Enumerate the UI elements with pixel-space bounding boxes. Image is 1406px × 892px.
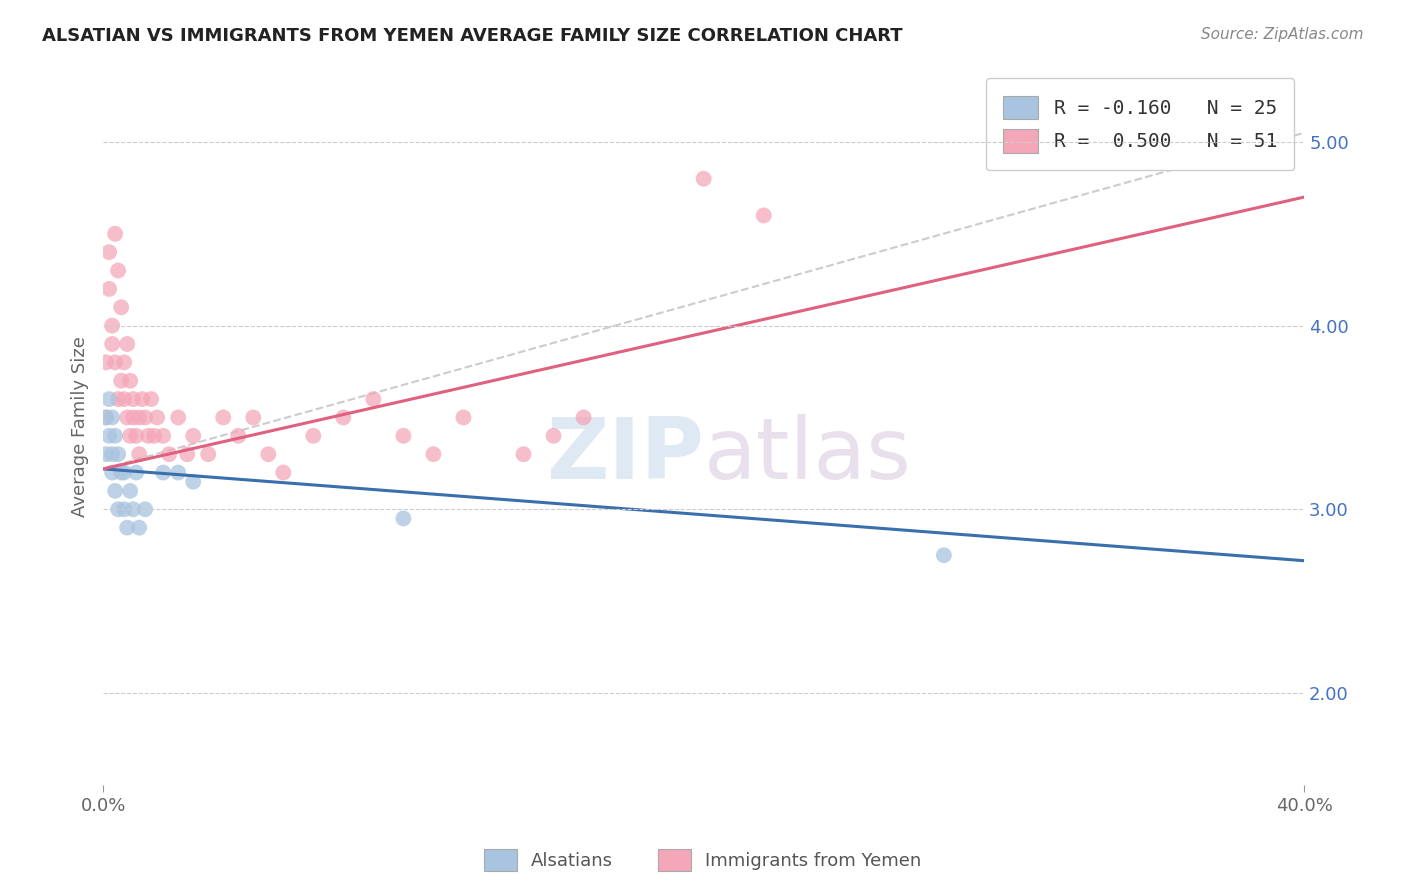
Point <box>752 209 775 223</box>
Point <box>122 392 145 406</box>
Point <box>94 355 117 369</box>
Point <box>107 447 129 461</box>
Point <box>212 410 235 425</box>
Point <box>125 466 148 480</box>
Point <box>104 483 127 498</box>
Point <box>134 410 156 425</box>
Point <box>125 429 148 443</box>
Point <box>422 447 444 461</box>
Text: ZIP: ZIP <box>546 414 703 497</box>
Legend: R = -0.160   N = 25, R =  0.500   N = 51: R = -0.160 N = 25, R = 0.500 N = 51 <box>986 78 1295 170</box>
Point <box>257 447 280 461</box>
Point <box>167 410 190 425</box>
Point <box>107 263 129 277</box>
Point <box>363 392 385 406</box>
Y-axis label: Average Family Size: Average Family Size <box>72 336 89 517</box>
Point <box>392 511 415 525</box>
Point <box>226 429 249 443</box>
Point <box>112 466 135 480</box>
Point <box>104 429 127 443</box>
Point <box>115 410 138 425</box>
Point <box>98 282 121 296</box>
Text: atlas: atlas <box>703 414 911 497</box>
Point <box>104 355 127 369</box>
Point <box>98 429 121 443</box>
Point <box>122 502 145 516</box>
Point <box>181 429 204 443</box>
Legend: Alsatians, Immigrants from Yemen: Alsatians, Immigrants from Yemen <box>477 842 929 879</box>
Point <box>932 548 955 562</box>
Point <box>110 466 132 480</box>
Point <box>152 429 174 443</box>
Point <box>128 447 150 461</box>
Point <box>572 410 595 425</box>
Point <box>98 392 121 406</box>
Point <box>110 374 132 388</box>
Point <box>112 502 135 516</box>
Point <box>136 429 159 443</box>
Point <box>302 429 325 443</box>
Point <box>152 466 174 480</box>
Point <box>131 392 153 406</box>
Point <box>94 410 117 425</box>
Point <box>94 447 117 461</box>
Point <box>115 521 138 535</box>
Point <box>112 355 135 369</box>
Point <box>143 429 166 443</box>
Point <box>128 410 150 425</box>
Point <box>101 410 124 425</box>
Point <box>120 374 142 388</box>
Point <box>512 447 534 461</box>
Point <box>107 392 129 406</box>
Text: Source: ZipAtlas.com: Source: ZipAtlas.com <box>1201 27 1364 42</box>
Point <box>271 466 294 480</box>
Point <box>101 447 124 461</box>
Point <box>98 245 121 260</box>
Point <box>242 410 264 425</box>
Point <box>392 429 415 443</box>
Point <box>110 300 132 314</box>
Point <box>692 171 714 186</box>
Point <box>112 392 135 406</box>
Point <box>128 521 150 535</box>
Point <box>94 410 117 425</box>
Point <box>167 466 190 480</box>
Point <box>120 483 142 498</box>
Point <box>107 502 129 516</box>
Point <box>543 429 565 443</box>
Point <box>104 227 127 241</box>
Point <box>122 410 145 425</box>
Point <box>197 447 219 461</box>
Point <box>146 410 169 425</box>
Text: ALSATIAN VS IMMIGRANTS FROM YEMEN AVERAGE FAMILY SIZE CORRELATION CHART: ALSATIAN VS IMMIGRANTS FROM YEMEN AVERAG… <box>42 27 903 45</box>
Point <box>101 466 124 480</box>
Point <box>101 337 124 351</box>
Point <box>120 429 142 443</box>
Point <box>134 502 156 516</box>
Point <box>115 337 138 351</box>
Point <box>332 410 354 425</box>
Point <box>101 318 124 333</box>
Point <box>453 410 475 425</box>
Point <box>181 475 204 489</box>
Point <box>176 447 198 461</box>
Point <box>157 447 180 461</box>
Point <box>141 392 163 406</box>
